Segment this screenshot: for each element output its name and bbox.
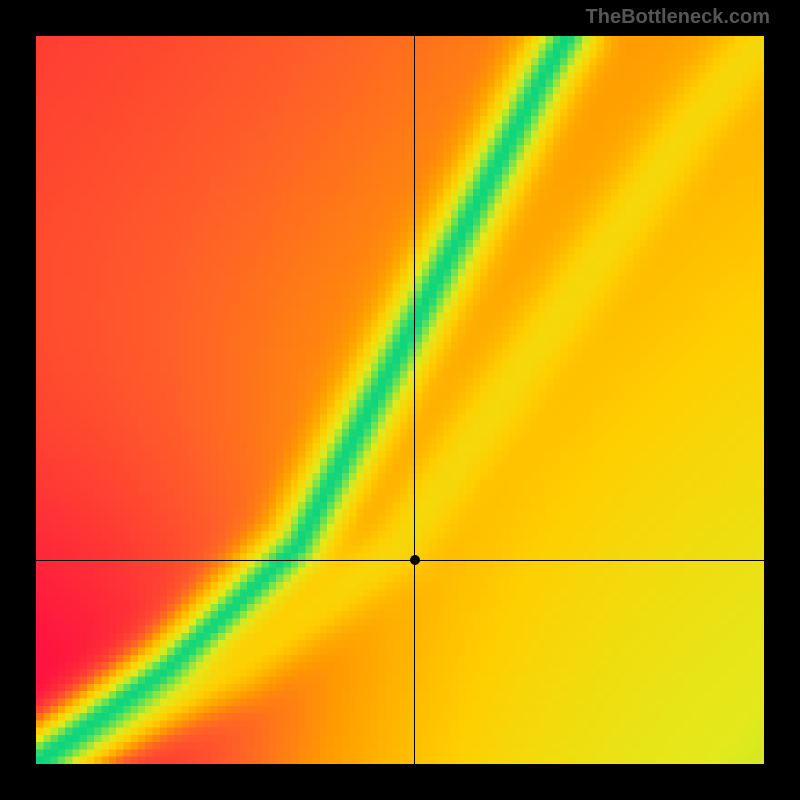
- heatmap-canvas: [36, 36, 764, 764]
- watermark-text: TheBottleneck.com: [586, 6, 770, 29]
- crosshair-marker: [410, 555, 420, 565]
- crosshair-horizontal: [36, 560, 764, 561]
- chart-container: TheBottleneck.com: [0, 0, 800, 800]
- plot-area: [36, 36, 764, 764]
- crosshair-vertical: [414, 36, 415, 764]
